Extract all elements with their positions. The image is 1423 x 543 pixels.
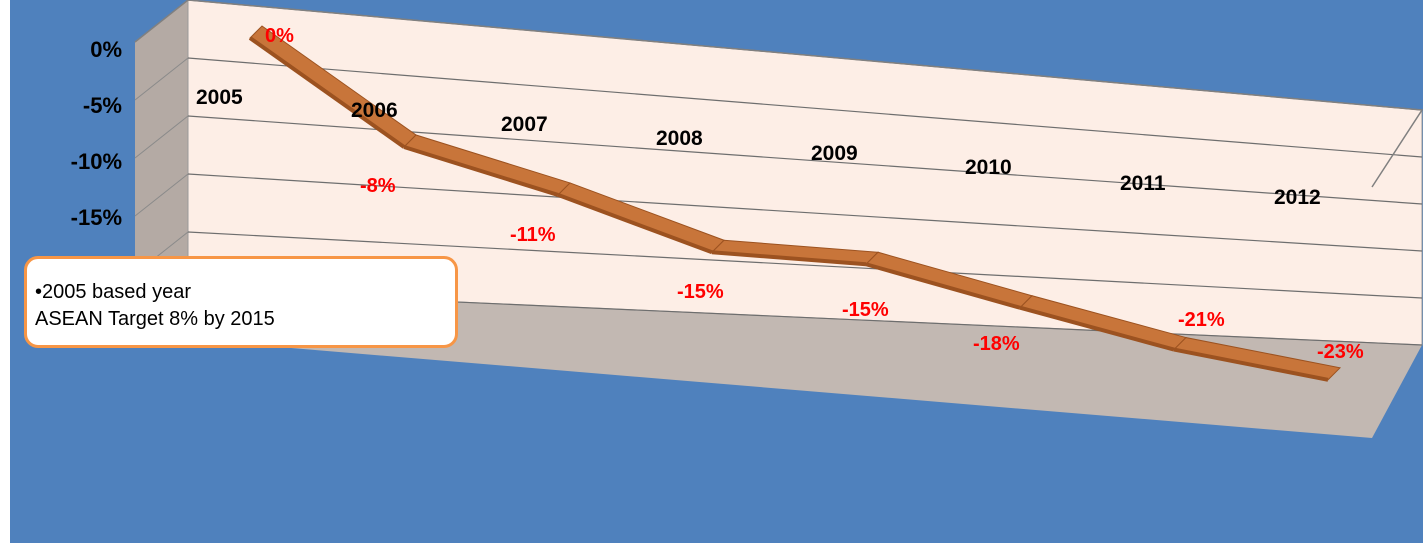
x-category-label: 2010 (965, 156, 1012, 179)
chart-canvas: 0% -5% -10% -15% 2005 2006 2007 2008 2009 2010 20… (10, 0, 1423, 543)
note-line-2: ASEAN Target 8% by 2015 (35, 308, 275, 330)
gridline (187, 57, 1423, 158)
data-label: -23% (1317, 341, 1364, 363)
y-tick-label: 0% (90, 37, 122, 62)
data-label: -11% (510, 224, 556, 246)
y-tick-label: -10% (71, 149, 122, 174)
x-category-label: 2011 (1120, 172, 1166, 195)
top-rim (134, 0, 1423, 188)
data-label: -18% (973, 333, 1020, 355)
series-edge (403, 145, 559, 197)
series-ribbon (248, 25, 1342, 382)
data-label: -21% (1178, 309, 1225, 331)
x-category-label: 2006 (351, 99, 398, 122)
data-label: 0% (265, 25, 294, 47)
series-edge (557, 193, 713, 255)
series-edge (248, 36, 406, 149)
y-axis-ticks: 0% -5% -10% -15% (71, 37, 122, 230)
data-labels: 0% -8% -11% -15% -15% -18% -21% -23% (265, 25, 1364, 363)
data-label: -8% (360, 175, 396, 197)
series-edge (711, 250, 867, 267)
x-category-label: 2012 (1274, 186, 1321, 209)
data-label: -15% (842, 299, 889, 321)
x-category-label: 2008 (656, 127, 703, 150)
series-edge (1173, 347, 1329, 382)
chart-side-wall (135, 0, 188, 335)
x-axis-categories: 2005 2006 2007 2008 2009 2010 2011 2012 (196, 86, 1321, 209)
y-tick-label: -15% (71, 205, 122, 230)
note-line-1: •2005 based year (35, 281, 192, 303)
side-gridline (134, 57, 189, 101)
x-category-label: 2007 (501, 113, 548, 136)
series-edge (865, 262, 1021, 310)
side-gridline (134, 173, 189, 217)
y-tick-label: -5% (83, 93, 122, 118)
side-gridline (134, 115, 189, 159)
note-box: •2005 based year ASEAN Target 8% by 2015 (24, 256, 458, 348)
x-category-label: 2005 (196, 86, 243, 109)
data-label: -15% (677, 281, 724, 303)
series-edge (1019, 305, 1175, 352)
gridline (187, 231, 1423, 299)
x-category-label: 2009 (811, 142, 858, 165)
gridline (187, 173, 1423, 252)
